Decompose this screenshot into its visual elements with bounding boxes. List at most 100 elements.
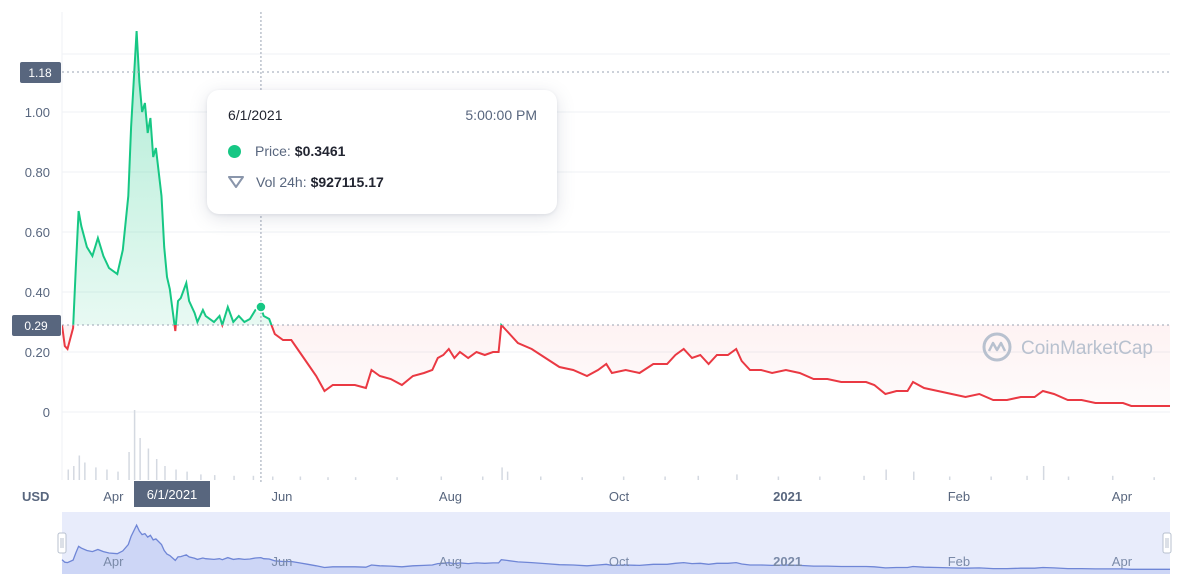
volume-bar — [396, 477, 398, 480]
watermark: CoinMarketCap — [982, 332, 1153, 362]
volume-bar — [327, 477, 329, 480]
volume-bar — [128, 452, 130, 480]
volume-bar — [213, 475, 216, 480]
navigator-tick-label: Apr — [103, 554, 124, 569]
volume-bar — [271, 476, 274, 480]
x-tick-label: Apr — [1112, 489, 1133, 504]
volume-bar — [147, 448, 150, 480]
y-tick-label: 0.80 — [25, 165, 50, 180]
volume-icon — [228, 176, 244, 188]
tooltip-price-row: Price: $0.3461 — [228, 143, 345, 159]
volume-bar — [697, 475, 700, 480]
volume-bar — [540, 476, 542, 480]
volume-bar — [501, 467, 503, 480]
current-price-label: 0.29 — [24, 319, 48, 333]
volume-bar — [1026, 475, 1028, 480]
volume-bar — [481, 476, 484, 480]
green-dot-icon — [228, 144, 241, 158]
x-tick-label: Aug — [439, 489, 462, 504]
volume-bar — [73, 466, 75, 480]
volume-bar — [139, 438, 141, 480]
x-tick-label: Jun — [271, 489, 292, 504]
coinmarketcap-logo-icon — [982, 332, 1012, 362]
navigator-tick-label: Aug — [439, 554, 462, 569]
current-price-badge: 0.29 — [12, 315, 61, 336]
price-line-down — [62, 325, 1170, 407]
volume-bar — [354, 477, 357, 480]
volume-bar — [440, 476, 443, 480]
volume-bar — [885, 469, 887, 480]
volume-bar — [506, 471, 509, 480]
price-line-up — [62, 30, 503, 325]
volume-bar — [819, 476, 821, 480]
x-tick-label: Apr — [103, 489, 124, 504]
max-price-badge: 1.18 — [20, 62, 61, 83]
x-tick-label: Oct — [609, 489, 630, 504]
volume-bar — [581, 477, 583, 480]
hover-point — [255, 301, 267, 313]
x-tick-label: 2021 — [773, 489, 802, 504]
volume-bar — [863, 475, 865, 480]
volume-bar — [252, 475, 255, 480]
x-axis-ticks: Apr Jun Aug Oct 2021 Feb Apr — [103, 489, 1132, 504]
navigator-right-handle[interactable] — [1162, 532, 1172, 554]
volume-bar — [133, 410, 136, 480]
volume-bar — [299, 476, 302, 480]
volume-bar — [1067, 476, 1070, 480]
volume-bar — [736, 474, 738, 480]
navigator-ticks: Apr Jun Aug Oct 2021 Feb Apr — [103, 554, 1132, 569]
price-line — [62, 30, 1170, 407]
tooltip-price-value: $0.3461 — [294, 143, 346, 159]
volume-bar — [78, 455, 81, 480]
y-axis-ticks: 0 0.20 0.40 0.60 0.80 1.00 — [25, 105, 50, 420]
tooltip-price-label: Price: — [255, 143, 291, 159]
volume-bar — [117, 471, 119, 480]
tooltip-time: 5:00:00 PM — [465, 107, 537, 123]
volume-bar — [106, 469, 108, 480]
y-tick-label: 0.60 — [25, 225, 50, 240]
navigator-tick-label: Jun — [271, 554, 292, 569]
y-tick-label: 0 — [43, 405, 50, 420]
tooltip-volume-label: Vol 24h: — [256, 174, 307, 190]
y-tick-label: 0.40 — [25, 285, 50, 300]
volume-bar — [622, 476, 625, 480]
price-area — [62, 31, 1170, 406]
x-tick-label: Feb — [948, 489, 970, 504]
range-navigator[interactable]: Apr Jun Aug Oct 2021 Feb Apr — [57, 512, 1172, 574]
tooltip-date: 6/1/2021 — [228, 107, 283, 123]
volume-bar — [1153, 477, 1155, 480]
volume-bar — [164, 466, 166, 480]
navigator-tick-label: Oct — [609, 554, 630, 569]
volume-bar — [664, 476, 666, 480]
volume-bar — [913, 471, 915, 480]
crosshair-date-label: 6/1/2021 — [147, 487, 198, 502]
navigator-area — [62, 525, 1170, 574]
volume-bar — [1042, 466, 1045, 480]
volume-bar — [175, 469, 177, 480]
navigator-tick-label: Apr — [1112, 554, 1133, 569]
y-tick-label: 1.00 — [25, 105, 50, 120]
volume-bar — [84, 462, 86, 480]
navigator-line — [61, 523, 1170, 570]
navigator-left-handle[interactable] — [57, 532, 67, 554]
volume-bars — [67, 410, 1155, 480]
volume-bar — [200, 474, 202, 480]
volume-bar — [948, 476, 951, 480]
navigator-tick-label: Feb — [948, 554, 970, 569]
tooltip-volume-value: $927115.17 — [310, 174, 384, 190]
volume-bar — [990, 476, 992, 480]
volume-bar — [1111, 475, 1114, 480]
y-tick-label: 0.20 — [25, 345, 50, 360]
volume-bar — [186, 471, 188, 480]
max-price-label: 1.18 — [28, 66, 52, 80]
tooltip-volume-row: Vol 24h: $927115.17 — [228, 174, 384, 190]
price-tooltip: 6/1/2021 5:00:00 PM Price: $0.3461 Vol 2… — [207, 90, 557, 214]
price-area-down — [62, 325, 1170, 406]
navigator-tick-label: 2021 — [773, 554, 802, 569]
navigator-series — [61, 523, 1170, 574]
volume-bar — [155, 459, 158, 480]
grid-lines — [61, 12, 1170, 480]
volume-bar — [233, 475, 235, 480]
volume-bar — [95, 467, 97, 480]
